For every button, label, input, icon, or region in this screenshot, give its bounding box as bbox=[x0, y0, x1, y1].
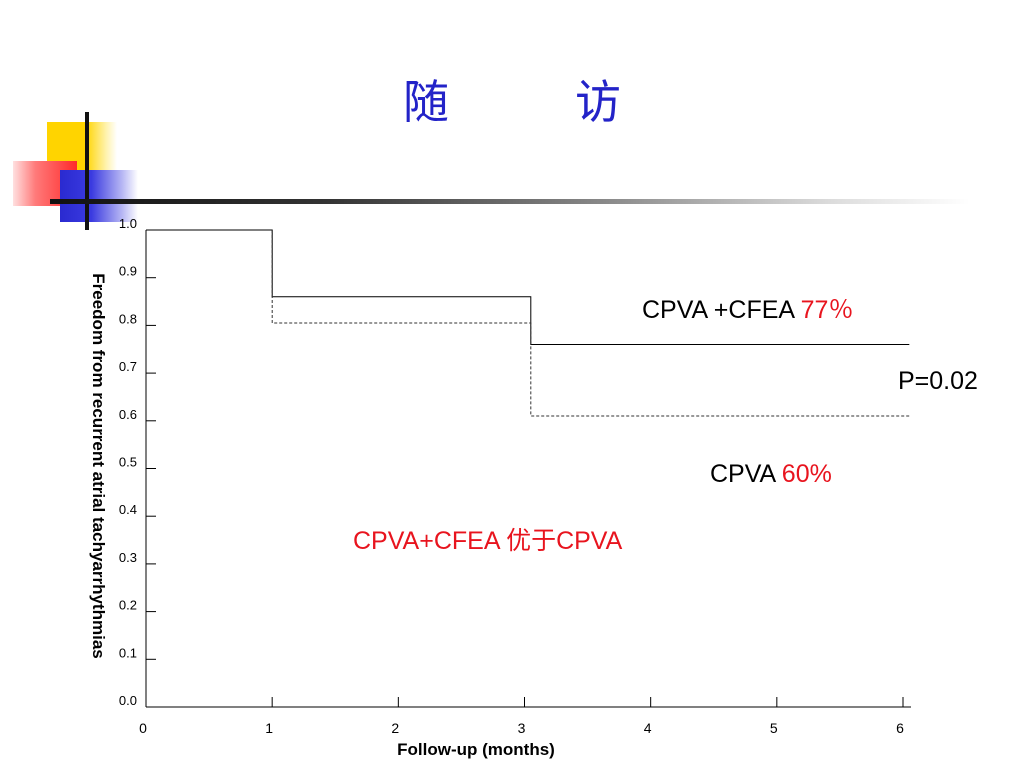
y-tick-label: 0.2 bbox=[119, 598, 137, 613]
x-tick-label: 6 bbox=[896, 720, 904, 736]
decorative-vertical-bar bbox=[85, 112, 89, 230]
comparison-annotation: CPVA+CFEA 优于CPVA bbox=[353, 527, 623, 555]
x-tick-label: 5 bbox=[770, 720, 778, 736]
decorative-blue-square bbox=[60, 170, 138, 222]
y-tick-label: 0.9 bbox=[119, 264, 137, 279]
x-axis-label: Follow-up (months) bbox=[397, 740, 555, 759]
x-tick-label: 1 bbox=[265, 720, 273, 736]
x-tick-label: 4 bbox=[644, 720, 652, 736]
y-tick-label: 0.4 bbox=[119, 502, 137, 517]
slide-title: 随 访 bbox=[403, 75, 661, 129]
x-tick-label: 2 bbox=[391, 720, 399, 736]
y-tick-label: 0.1 bbox=[119, 645, 137, 660]
y-axis-label: Freedom from recurrent atrial tachyarrhy… bbox=[89, 273, 108, 659]
y-tick-label: 0.6 bbox=[119, 407, 137, 422]
km-curve-cpva bbox=[271, 230, 910, 417]
cfea-value: 77％ bbox=[800, 296, 854, 324]
y-tick-label: 1.0 bbox=[119, 216, 137, 231]
y-tick-label: 0.3 bbox=[119, 550, 137, 565]
y-tick-label: 0.5 bbox=[119, 455, 137, 470]
p-value-annotation: P=0.02 bbox=[898, 367, 978, 395]
cpva-label: CPVA bbox=[710, 460, 782, 488]
km-curve-cpva-cfea bbox=[146, 229, 910, 345]
y-tick-label: 0.0 bbox=[119, 693, 137, 708]
decorative-horizontal-rule bbox=[50, 199, 970, 204]
cfea-annotation: CPVA +CFEA 77％ bbox=[642, 290, 853, 326]
x-tick-label: 3 bbox=[518, 720, 526, 736]
x-tick-label: 0 bbox=[139, 720, 147, 736]
cpva-annotation: CPVA 60% bbox=[710, 460, 832, 489]
y-tick-label: 0.7 bbox=[119, 359, 137, 374]
cfea-label: CPVA +CFEA bbox=[642, 296, 801, 324]
y-tick-label: 0.8 bbox=[119, 311, 137, 326]
cpva-value: 60% bbox=[781, 460, 832, 488]
